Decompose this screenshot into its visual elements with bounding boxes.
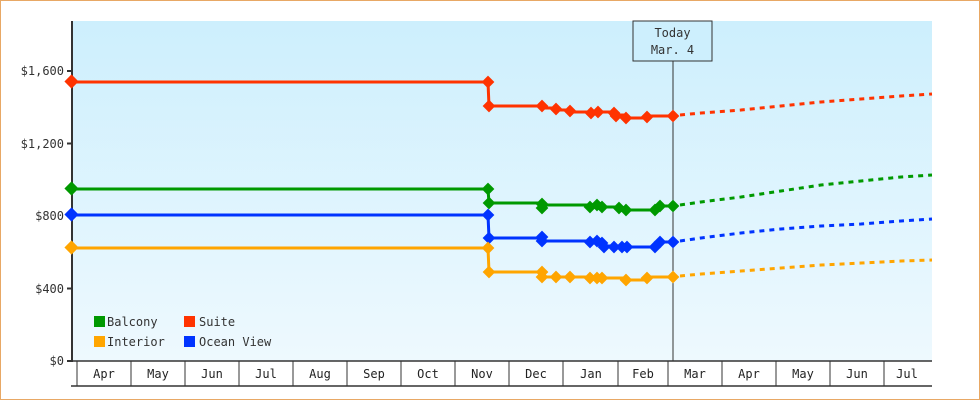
legend-item-interior: Interior	[94, 335, 165, 349]
today-label: Today	[654, 26, 690, 40]
x-tick-label: Jan	[580, 367, 602, 381]
x-tick-label: May	[792, 367, 814, 381]
x-tick-label: Dec	[525, 367, 547, 381]
legend-label: Ocean View	[199, 335, 272, 349]
x-tick-label: Oct	[417, 367, 439, 381]
legend-swatch-balcony	[94, 316, 105, 327]
y-tick-label: $400	[35, 282, 64, 296]
y-ticks: $0 $400 $800 $1,200 $1,600	[21, 64, 72, 368]
x-tick-label: Aug	[309, 367, 331, 381]
y-tick-label: $1,200	[21, 137, 64, 151]
x-tick-label: Jun	[846, 367, 868, 381]
x-tick-label: Feb	[632, 367, 654, 381]
legend-label: Suite	[199, 315, 235, 329]
series-interior	[64, 240, 933, 287]
x-tick-label: Mar	[684, 367, 706, 381]
today-date: Mar. 4	[651, 43, 694, 57]
x-tick-label: Nov	[471, 367, 493, 381]
legend-swatch-interior	[94, 336, 105, 347]
series-ocean-view	[64, 207, 933, 254]
legend-swatch-suite	[184, 316, 195, 327]
x-tick-label: Jun	[201, 367, 223, 381]
legend-item-suite: Suite	[184, 315, 235, 329]
series-suite	[64, 74, 933, 125]
x-axis: Apr May Jun Jul Aug Sep Oct Nov Dec Jan …	[71, 360, 932, 387]
data-points	[64, 74, 680, 125]
x-tick-label: Apr	[738, 367, 760, 381]
data-points	[64, 181, 680, 217]
x-tick-label: Jul	[896, 367, 918, 381]
series-balcony	[64, 173, 933, 217]
x-tick-label: Apr	[93, 367, 115, 381]
legend: Balcony Suite Interior Ocean View	[94, 315, 272, 349]
x-tick-label: May	[147, 367, 169, 381]
legend-swatch-ocean-view	[184, 336, 195, 347]
legend-label: Interior	[107, 335, 165, 349]
x-tick-label: Jul	[255, 367, 277, 381]
legend-item-balcony: Balcony	[94, 315, 158, 329]
plot-area	[72, 21, 932, 361]
data-points	[64, 240, 680, 287]
legend-item-ocean-view: Ocean View	[184, 335, 272, 349]
x-tick-label: Sep	[363, 367, 385, 381]
y-tick-label: $1,600	[21, 64, 64, 78]
y-tick-label: $800	[35, 209, 64, 223]
legend-label: Balcony	[107, 315, 158, 329]
data-points	[64, 207, 680, 254]
y-tick-label: $0	[50, 354, 64, 368]
